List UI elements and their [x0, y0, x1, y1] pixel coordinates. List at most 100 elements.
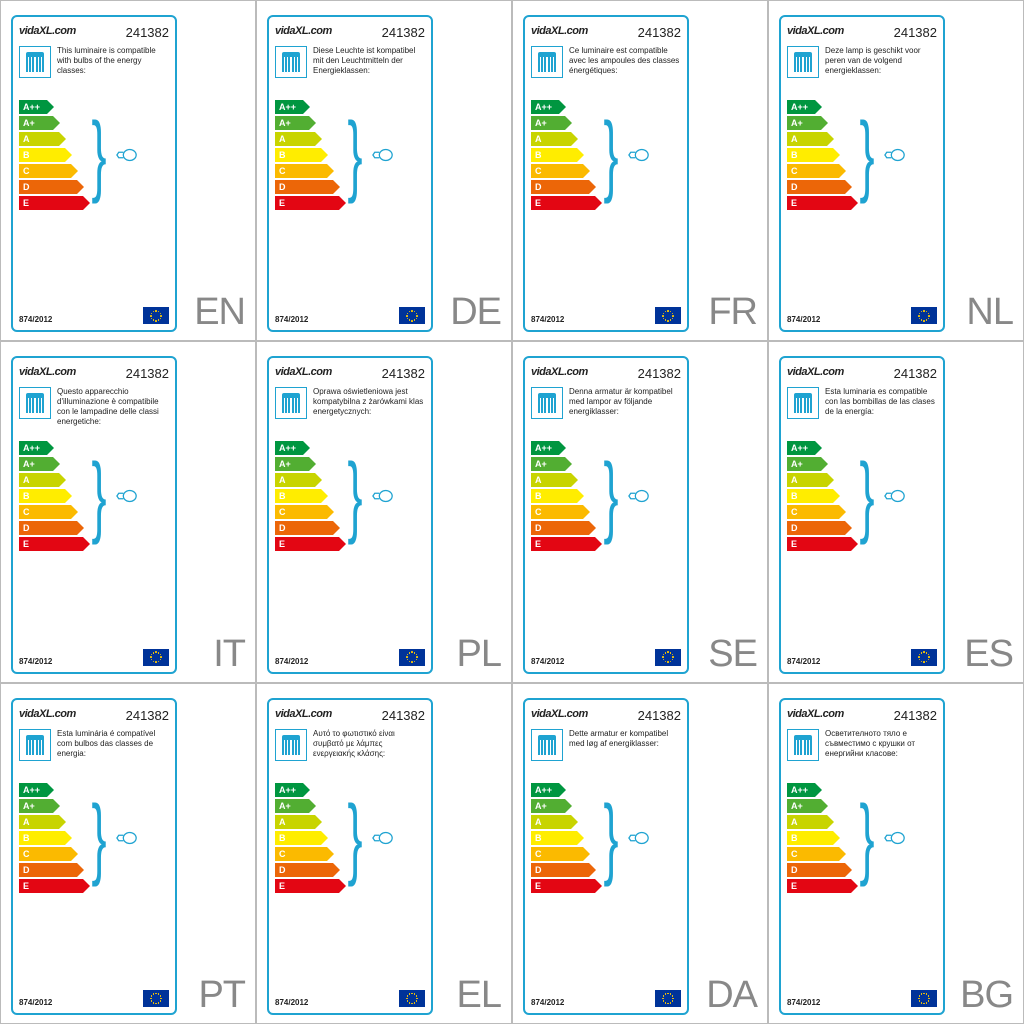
energy-class-scale: A++ A+ A B C D E [19, 783, 90, 893]
brand-logo: vidaXL.com [531, 708, 588, 720]
bulb-icon [884, 489, 906, 503]
energy-class-row: B [531, 489, 602, 503]
language-code: BG [960, 974, 1013, 1017]
energy-class-row: E [787, 537, 858, 551]
energy-class-row: B [787, 489, 858, 503]
energy-class-row: C [531, 505, 602, 519]
luminaire-icon [531, 387, 563, 419]
eu-flag-icon [143, 990, 169, 1007]
eu-flag-icon [911, 990, 937, 1007]
bulb-icon [372, 489, 394, 503]
energy-class-scale: A++ A+ A B C D E [787, 783, 858, 893]
bulb-icon [372, 148, 394, 162]
product-number: 241382 [126, 25, 169, 40]
product-number: 241382 [638, 708, 681, 723]
luminaire-icon [275, 729, 307, 761]
energy-class-row: E [275, 879, 346, 893]
compatibility-text: Esta luminária é compatível com bulbos d… [57, 729, 169, 759]
regulation-number: 874/2012 [275, 657, 308, 666]
bulb-icon [116, 489, 138, 503]
label-cell: vidaXL.com 241382 Осветителното тяло е с… [768, 683, 1024, 1024]
energy-class-row: B [531, 831, 602, 845]
label-cell: vidaXL.com 241382 Questo apparecchio d'i… [0, 341, 256, 682]
compatibility-text: Dette armatur er kompatibel med løg af e… [569, 729, 681, 749]
energy-class-row: A++ [19, 783, 90, 797]
energy-class-row: C [787, 164, 858, 178]
regulation-number: 874/2012 [19, 315, 52, 324]
energy-class-row: D [19, 521, 90, 535]
energy-class-row: A [531, 815, 602, 829]
energy-class-row: A+ [275, 457, 346, 471]
product-number: 241382 [638, 25, 681, 40]
energy-class-row: D [19, 863, 90, 877]
energy-class-row: C [787, 847, 858, 861]
compatibility-text: Oprawa oświetleniowa jest kompatybilna z… [313, 387, 425, 417]
language-code: FR [708, 291, 757, 334]
energy-class-row: A [19, 473, 90, 487]
energy-class-row: B [19, 148, 90, 162]
compatibility-text: Deze lamp is geschikt voor peren van de … [825, 46, 937, 76]
energy-class-row: D [19, 180, 90, 194]
eu-flag-icon [143, 307, 169, 324]
energy-class-scale: A++ A+ A B C D E [531, 441, 602, 551]
energy-class-row: A [531, 473, 602, 487]
regulation-number: 874/2012 [787, 998, 820, 1007]
energy-class-row: E [531, 879, 602, 893]
brace-bulb-group: } [350, 489, 394, 503]
energy-class-scale: A++ A+ A B C D E [19, 100, 90, 210]
energy-class-row: A+ [19, 457, 90, 471]
energy-class-row: D [275, 180, 346, 194]
language-code: ES [964, 633, 1013, 676]
language-code: NL [966, 291, 1013, 334]
energy-label-card: vidaXL.com 241382 Esta luminaria es comp… [779, 356, 945, 673]
regulation-number: 874/2012 [531, 315, 564, 324]
energy-class-row: A+ [787, 457, 858, 471]
energy-class-row: B [531, 148, 602, 162]
energy-label-card: vidaXL.com 241382 Diese Leuchte ist komp… [267, 15, 433, 332]
energy-class-row: A++ [787, 100, 858, 114]
energy-class-scale: A++ A+ A B C D E [275, 441, 346, 551]
luminaire-icon [19, 46, 51, 78]
energy-class-row: E [19, 537, 90, 551]
energy-class-row: A+ [787, 116, 858, 130]
energy-class-row: A+ [275, 799, 346, 813]
product-number: 241382 [894, 366, 937, 381]
energy-class-scale: A++ A+ A B C D E [531, 783, 602, 893]
label-cell: vidaXL.com 241382 Αυτό το φωτιστικό είνα… [256, 683, 512, 1024]
regulation-number: 874/2012 [275, 998, 308, 1007]
energy-label-card: vidaXL.com 241382 Oprawa oświetleniowa j… [267, 356, 433, 673]
brace-bulb-group: } [606, 489, 650, 503]
bulb-icon [628, 831, 650, 845]
energy-class-row: B [787, 831, 858, 845]
language-code: IT [213, 633, 245, 676]
energy-class-row: D [787, 180, 858, 194]
brand-logo: vidaXL.com [275, 366, 332, 378]
energy-class-row: D [531, 180, 602, 194]
label-cell: vidaXL.com 241382 Diese Leuchte ist komp… [256, 0, 512, 341]
energy-class-row: A++ [531, 100, 602, 114]
energy-class-row: A [787, 473, 858, 487]
energy-class-row: C [531, 164, 602, 178]
energy-class-row: C [787, 505, 858, 519]
language-code: DA [706, 974, 757, 1017]
language-code: DE [450, 291, 501, 334]
energy-class-scale: A++ A+ A B C D E [787, 441, 858, 551]
energy-label-card: vidaXL.com 241382 Questo apparecchio d'i… [11, 356, 177, 673]
energy-class-row: A [19, 815, 90, 829]
energy-class-row: B [275, 148, 346, 162]
energy-label-card: vidaXL.com 241382 Esta luminária é compa… [11, 698, 177, 1015]
compatibility-text: Αυτό το φωτιστικό είναι συμβατό με λάμπε… [313, 729, 425, 759]
energy-label-card: vidaXL.com 241382 Dette armatur er kompa… [523, 698, 689, 1015]
bulb-icon [884, 148, 906, 162]
energy-class-row: B [275, 489, 346, 503]
energy-class-row: E [19, 879, 90, 893]
energy-class-scale: A++ A+ A B C D E [531, 100, 602, 210]
energy-class-row: B [787, 148, 858, 162]
eu-flag-icon [399, 990, 425, 1007]
luminaire-icon [275, 46, 307, 78]
bulb-icon [884, 831, 906, 845]
energy-class-row: A [19, 132, 90, 146]
product-number: 241382 [638, 366, 681, 381]
energy-class-row: D [787, 521, 858, 535]
label-cell: vidaXL.com 241382 Ce luminaire est compa… [512, 0, 768, 341]
